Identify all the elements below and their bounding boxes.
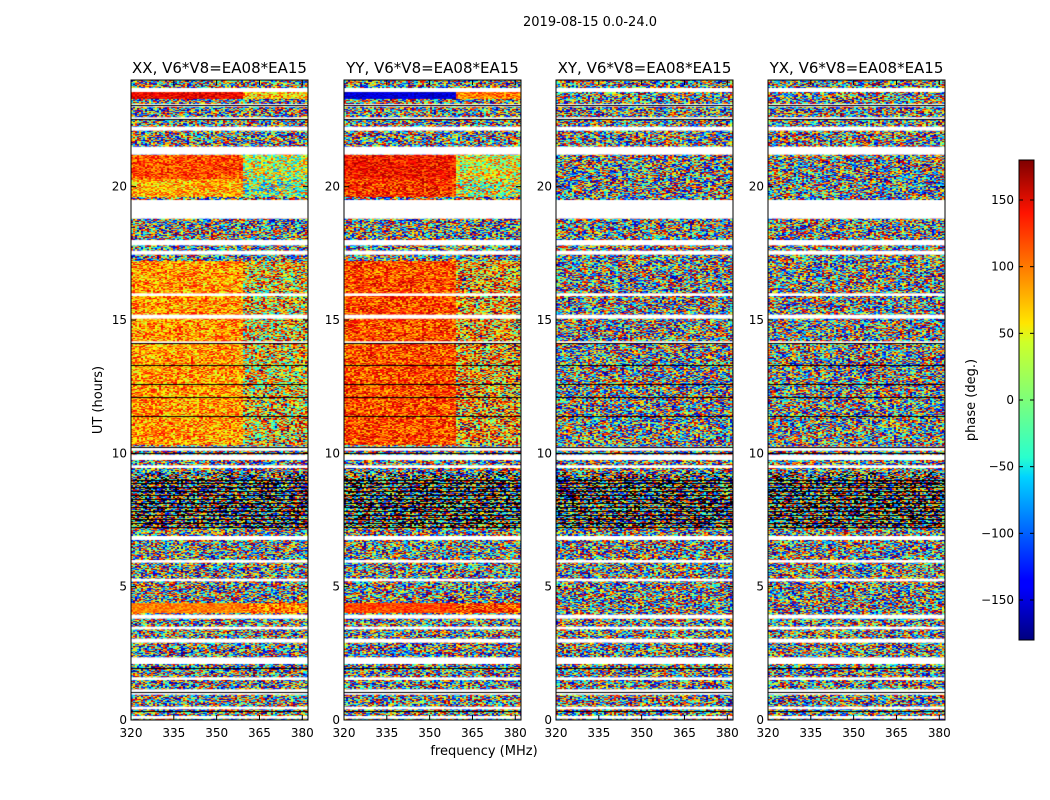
y-tick-label: 5 — [332, 580, 340, 594]
x-tick-label: 335 — [799, 726, 822, 740]
y-tick-label: 10 — [537, 446, 552, 460]
panel-title: YY, V6*V8=EA08*EA15 — [345, 59, 519, 77]
y-tick-label: 10 — [112, 446, 127, 460]
x-tick-label: 350 — [842, 726, 865, 740]
y-tick-label: 5 — [756, 580, 764, 594]
y-axis-label: UT (hours) — [91, 366, 106, 434]
x-tick-label: 365 — [248, 726, 271, 740]
panel-frame — [343, 79, 522, 721]
x-tick-label: 335 — [587, 726, 610, 740]
panel-4: YX, V6*V8=EA08*EA15 320 335 350 365 380 0 5 10 15… — [749, 59, 951, 740]
panel-heatmap — [131, 80, 308, 720]
x-tick-label: 380 — [716, 726, 739, 740]
y-tick-label: 20 — [537, 180, 552, 194]
panel-heatmap — [344, 80, 521, 720]
x-axis-label: frequency (MHz) — [430, 744, 537, 759]
y-tick-label: 0 — [119, 713, 127, 727]
y-tick-label: 10 — [325, 446, 340, 460]
x-tick-label: 350 — [205, 726, 228, 740]
x-tick-label: 320 — [545, 726, 568, 740]
y-tick-label: 20 — [112, 180, 127, 194]
x-tick-label: 350 — [418, 726, 441, 740]
panel-title: XY, V6*V8=EA08*EA15 — [558, 59, 732, 77]
y-tick-label: 20 — [749, 180, 764, 194]
panel-frame — [767, 79, 946, 721]
panel-title: YX, V6*V8=EA08*EA15 — [769, 59, 944, 77]
x-tick-label: 380 — [928, 726, 951, 740]
y-tick-label: 0 — [756, 713, 764, 727]
x-tick-label: 380 — [504, 726, 527, 740]
colorbar-label: phase (deg.) — [964, 359, 979, 441]
panel-3: XY, V6*V8=EA08*EA15 320 335 350 365 380 0 5 10 15… — [537, 59, 739, 740]
panel-1: XX, V6*V8=EA08*EA15 320 335 350 365 380 0 5 10 15… — [112, 59, 314, 740]
y-tick-label: 15 — [537, 313, 552, 327]
x-tick-label: 380 — [291, 726, 314, 740]
colorbar-tick-label: −100 — [981, 526, 1014, 540]
x-tick-label: 365 — [885, 726, 908, 740]
y-tick-label: 0 — [544, 713, 552, 727]
x-tick-label: 320 — [333, 726, 356, 740]
panel-heatmap — [556, 80, 733, 720]
y-tick-label: 0 — [332, 713, 340, 727]
colorbar-tick-label: −50 — [989, 460, 1014, 474]
colorbar-tick-label: 100 — [991, 260, 1014, 274]
colorbar-ticks: 150 100 50 0 −50 −100 −150 — [981, 193, 1034, 607]
panel-2: YY, V6*V8=EA08*EA15 320 335 350 365 380 0 5 10 15… — [325, 59, 527, 740]
figure-suptitle: 2019-08-15 0.0-24.0 — [523, 15, 657, 30]
colorbar-tick-label: 50 — [999, 326, 1014, 340]
x-tick-label: 320 — [120, 726, 143, 740]
y-tick-label: 15 — [749, 313, 764, 327]
x-tick-label: 335 — [375, 726, 398, 740]
x-tick-label: 350 — [630, 726, 653, 740]
y-tick-label: 20 — [325, 180, 340, 194]
colorbar: 150 100 50 0 −50 −100 −150 phase (deg.) — [964, 159, 1035, 641]
colorbar-tick-label: 150 — [991, 193, 1014, 207]
panel-frame — [130, 79, 309, 721]
y-tick-label: 5 — [119, 580, 127, 594]
y-tick-label: 5 — [544, 580, 552, 594]
panel-heatmap — [768, 80, 945, 720]
x-tick-label: 320 — [757, 726, 780, 740]
y-tick-label: 10 — [749, 446, 764, 460]
colorbar-tick-label: 0 — [1006, 393, 1014, 407]
y-tick-label: 15 — [112, 313, 127, 327]
colorbar-tick-label: −150 — [981, 593, 1014, 607]
panel-title: XX, V6*V8=EA08*EA15 — [132, 59, 307, 77]
panels-group: XX, V6*V8=EA08*EA15 320 335 350 365 380 0 5 10 15… — [112, 59, 951, 740]
x-tick-label: 365 — [461, 726, 484, 740]
x-tick-label: 335 — [162, 726, 185, 740]
panel-frame — [555, 79, 734, 721]
x-tick-label: 365 — [673, 726, 696, 740]
y-tick-label: 15 — [325, 313, 340, 327]
